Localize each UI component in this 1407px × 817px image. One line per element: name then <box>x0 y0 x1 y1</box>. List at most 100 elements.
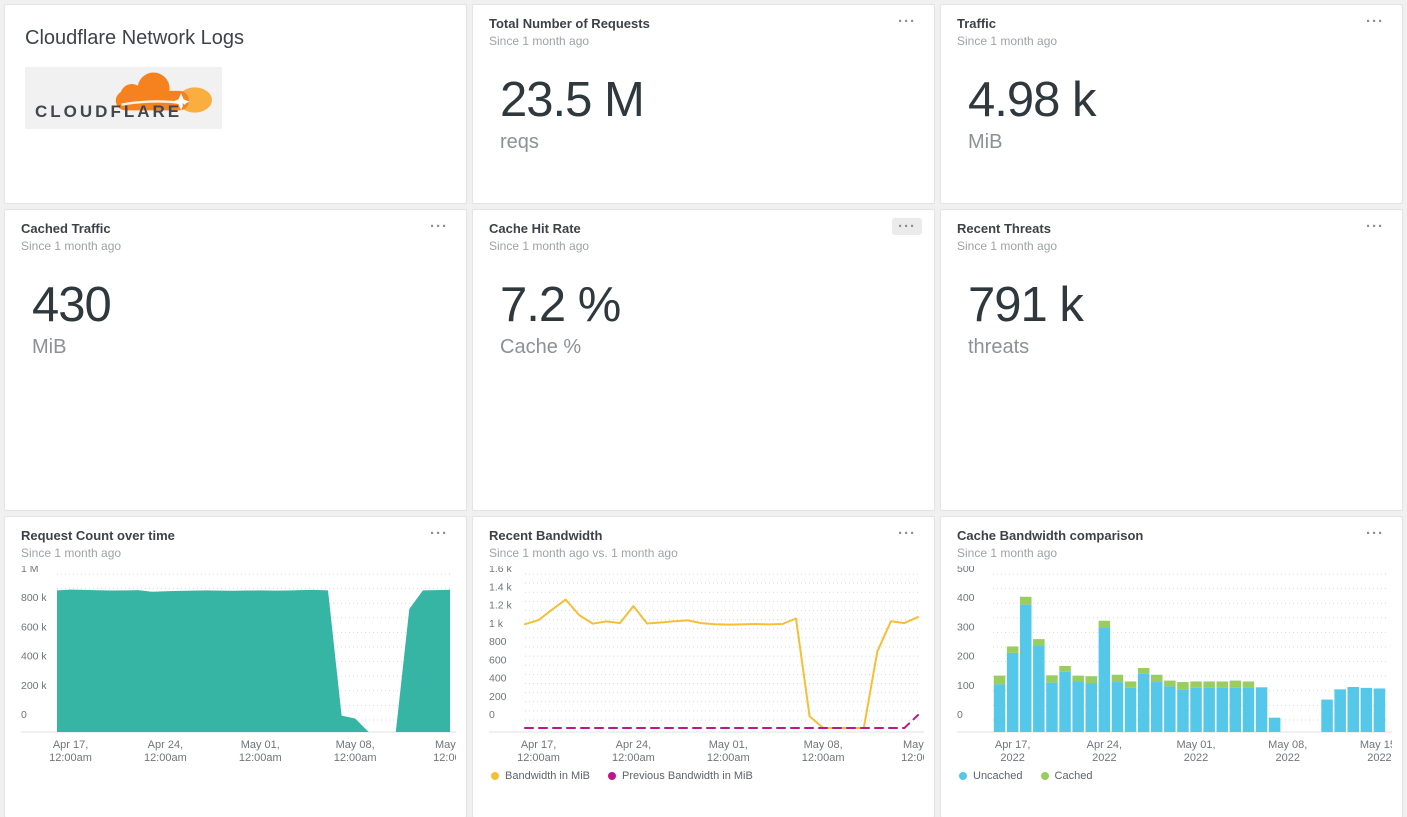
svg-text:2022: 2022 <box>1092 752 1116 764</box>
dashboard-title: Cloudflare Network Logs <box>25 27 244 49</box>
svg-text:Apr 17,: Apr 17, <box>995 739 1030 751</box>
panel-title: Cache Bandwidth comparison <box>957 528 1144 543</box>
svg-text:Apr 24,: Apr 24, <box>1087 739 1122 751</box>
svg-text:12:00am: 12:00am <box>517 752 560 764</box>
svg-text:May 01,: May 01, <box>1176 739 1215 751</box>
svg-text:1 k: 1 k <box>489 618 504 630</box>
stat-unit: Cache % <box>500 336 582 359</box>
svg-text:12:00a: 12:00a <box>433 752 456 764</box>
legend-item-Previous Bandwidth in MiB[interactable]: Previous Bandwidth in MiB <box>608 770 753 782</box>
svg-text:May 08,: May 08, <box>804 739 843 751</box>
svg-text:0: 0 <box>489 709 495 721</box>
svg-text:600 k: 600 k <box>21 621 47 633</box>
svg-text:12:00am: 12:00am <box>144 752 187 764</box>
panel-recent-bandwidth: Recent Bandwidth Since 1 month ago vs. 1… <box>472 516 935 817</box>
panel-subtitle: Since 1 month ago <box>21 546 122 560</box>
legend-label: Uncached <box>973 770 1023 782</box>
svg-text:600: 600 <box>489 654 507 666</box>
panel-menu-icon[interactable]: ··· <box>1366 13 1384 30</box>
svg-text:800 k: 800 k <box>21 592 47 604</box>
svg-text:12:00am: 12:00am <box>612 752 655 764</box>
svg-text:12:00a: 12:00a <box>901 752 924 764</box>
svg-text:1.6 k: 1.6 k <box>489 566 513 575</box>
svg-text:400 k: 400 k <box>21 651 47 663</box>
panel-subtitle: Since 1 month ago <box>957 34 1058 48</box>
panel-dashboard-info: Cloudflare Network Logs CLOUDFLARE' <box>4 4 467 204</box>
legend-label: Bandwidth in MiB <box>505 770 590 782</box>
svg-text:12:00am: 12:00am <box>802 752 845 764</box>
svg-text:2022: 2022 <box>1367 752 1391 764</box>
svg-text:2022: 2022 <box>1000 752 1024 764</box>
stat-unit: MiB <box>968 131 1003 154</box>
panel-title: Request Count over time <box>21 528 175 543</box>
legend-label: Previous Bandwidth in MiB <box>622 770 753 782</box>
panel-menu-icon[interactable]: ··· <box>892 218 922 235</box>
panel-subtitle: Since 1 month ago <box>21 239 122 253</box>
svg-text:12:00am: 12:00am <box>49 752 92 764</box>
panel-title: Traffic <box>957 16 997 31</box>
svg-text:Apr 24,: Apr 24, <box>148 739 183 751</box>
legend-item-Uncached[interactable]: Uncached <box>959 770 1023 782</box>
legend-dot-icon <box>959 772 967 780</box>
svg-text:2022: 2022 <box>1184 752 1208 764</box>
svg-text:300: 300 <box>957 621 975 633</box>
stat-unit: threats <box>968 336 1030 359</box>
svg-text:12:00am: 12:00am <box>239 752 282 764</box>
legend-dot-icon <box>608 772 616 780</box>
legend-item-Cached[interactable]: Cached <box>1040 770 1093 782</box>
panel-subtitle: Since 1 month ago <box>489 239 590 253</box>
legend-item-Bandwidth in MiB[interactable]: Bandwidth in MiB <box>491 770 590 782</box>
svg-text:1.4 k: 1.4 k <box>489 581 513 593</box>
svg-text:May 01,: May 01, <box>241 739 280 751</box>
svg-text:200 k: 200 k <box>21 680 47 692</box>
cloudflare-wordmark: CLOUDFLARE' <box>35 102 188 121</box>
panel-cache-bandwidth-comparison: Cache Bandwidth comparison Since 1 month… <box>940 516 1403 817</box>
svg-text:May 01,: May 01, <box>709 739 748 751</box>
svg-text:2022: 2022 <box>1276 752 1300 764</box>
stat-value: 430 <box>32 278 112 332</box>
panel-subtitle: Since 1 month ago vs. 1 month ago <box>489 546 678 560</box>
svg-text:Apr 17,: Apr 17, <box>53 739 88 751</box>
panel-subtitle: Since 1 month ago <box>489 34 590 48</box>
stat-unit: reqs <box>500 131 539 154</box>
svg-text:1 M: 1 M <box>21 566 39 575</box>
svg-text:200: 200 <box>489 691 507 703</box>
svg-text:May 08,: May 08, <box>1268 739 1307 751</box>
recent-bandwidth-legend: Bandwidth in MiB Previous Bandwidth in Mi… <box>473 766 934 782</box>
svg-text:0: 0 <box>957 709 963 721</box>
panel-menu-icon[interactable]: ··· <box>430 525 448 542</box>
panel-subtitle: Since 1 month ago <box>957 546 1058 560</box>
svg-text:Apr 17,: Apr 17, <box>521 739 556 751</box>
stat-value: 7.2 % <box>500 278 621 332</box>
svg-text:500: 500 <box>957 566 975 575</box>
panel-title: Cache Hit Rate <box>489 221 581 236</box>
panel-menu-icon[interactable]: ··· <box>1366 525 1384 542</box>
svg-text:May 1: May 1 <box>435 739 456 751</box>
svg-text:Apr 24,: Apr 24, <box>616 739 651 751</box>
panel-menu-icon[interactable]: ··· <box>898 525 916 542</box>
panel-cached-traffic: Cached Traffic Since 1 month ago ··· 430… <box>4 209 467 511</box>
panel-cache-hit-rate: Cache Hit Rate Since 1 month ago ··· 7.2… <box>472 209 935 511</box>
svg-text:400: 400 <box>489 673 507 685</box>
panel-menu-icon[interactable]: ··· <box>1366 218 1384 235</box>
panel-menu-icon[interactable]: ··· <box>898 13 916 30</box>
stat-value: 23.5 M <box>500 73 645 127</box>
cloudflare-logo: CLOUDFLARE' <box>25 67 222 129</box>
legend-label: Cached <box>1054 770 1093 782</box>
panel-subtitle: Since 1 month ago <box>957 239 1058 253</box>
svg-text:1.2 k: 1.2 k <box>489 600 513 612</box>
request-count-area-chart[interactable]: 1 M 800 k 600 k 400 k 200 k 0 Apr 17, 12:00am Ap… <box>21 563 466 766</box>
panel-title: Cached Traffic <box>21 221 111 236</box>
svg-text:12:00am: 12:00am <box>334 752 377 764</box>
panel-recent-threats: Recent Threats Since 1 month ago ··· 791… <box>940 209 1403 511</box>
cache-bandwidth-bar-chart[interactable]: 500 400 300 200 100 0 Apr 17, 2022 Apr 24, 2022 Ma… <box>957 563 1399 766</box>
panel-menu-icon[interactable]: ··· <box>430 218 448 235</box>
stat-unit: MiB <box>32 336 67 359</box>
panel-total-requests: Total Number of Requests Since 1 month a… <box>472 4 935 204</box>
svg-text:0: 0 <box>21 709 27 721</box>
panel-traffic: Traffic Since 1 month ago ··· 4.98 k MiB <box>940 4 1403 204</box>
svg-text:400: 400 <box>957 592 975 604</box>
panel-title: Recent Bandwidth <box>489 528 603 543</box>
